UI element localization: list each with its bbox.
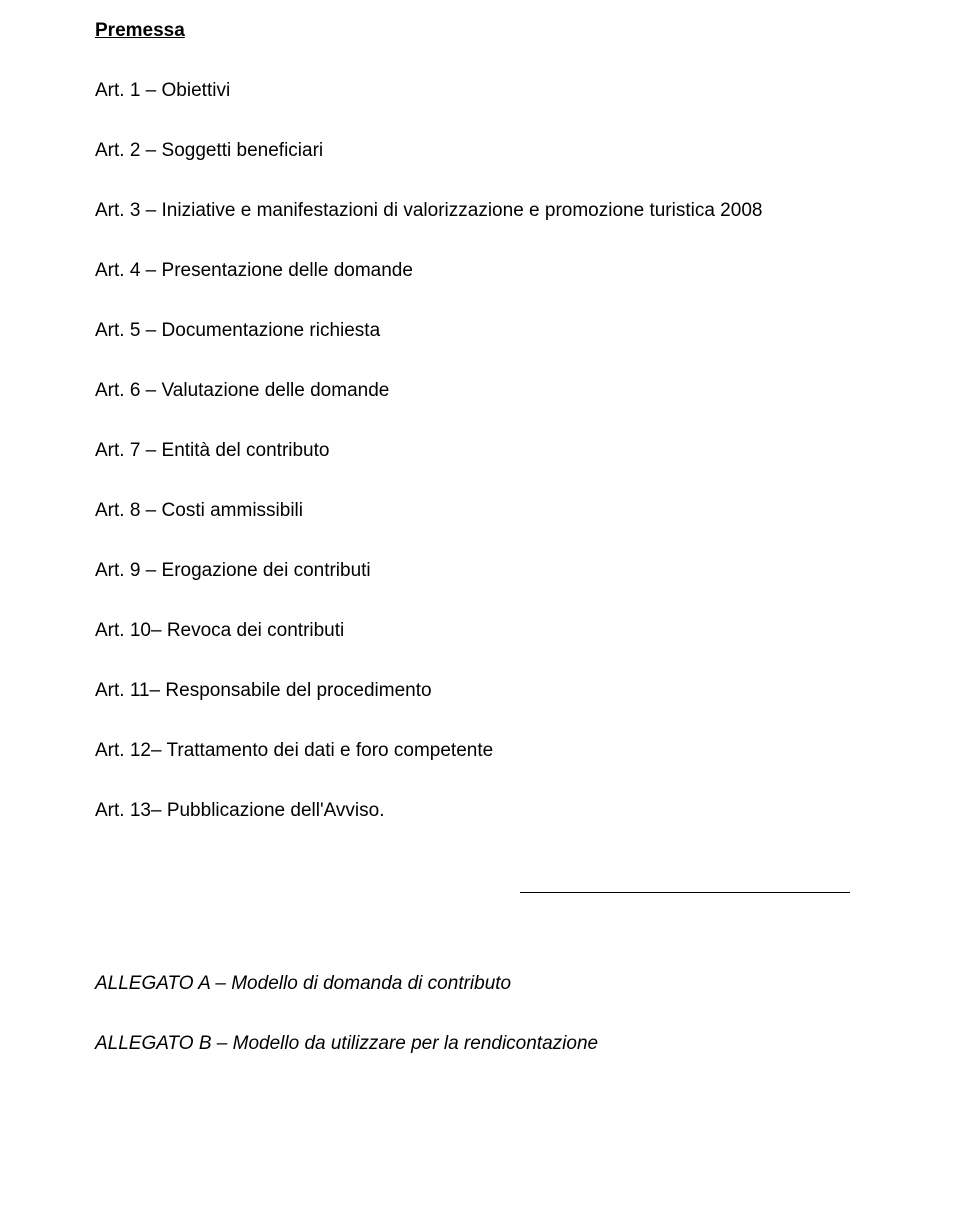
toc-entry: Art. 9 – Erogazione dei contributi <box>95 560 865 582</box>
annex-entry: ALLEGATO A – Modello di domanda di contr… <box>95 973 865 995</box>
toc-entry: Art. 2 – Soggetti beneficiari <box>95 140 865 162</box>
toc-entry: Art. 11– Responsabile del procedimento <box>95 680 865 702</box>
document-page: Premessa Art. 1 – Obiettivi Art. 2 – Sog… <box>0 0 960 1221</box>
toc-entry: Art. 4 – Presentazione delle domande <box>95 260 865 282</box>
signature-line <box>520 892 850 893</box>
toc-entry: Art. 13– Pubblicazione dell'Avviso. <box>95 800 865 822</box>
toc-entry: Art. 3 – Iniziative e manifestazioni di … <box>95 200 865 222</box>
page-title: Premessa <box>95 20 865 42</box>
toc-entry: Art. 5 – Documentazione richiesta <box>95 320 865 342</box>
toc-entry: Art. 12– Trattamento dei dati e foro com… <box>95 740 865 762</box>
toc-entry: Art. 8 – Costi ammissibili <box>95 500 865 522</box>
toc-entry: Art. 7 – Entità del contributo <box>95 440 865 462</box>
toc-entry: Art. 10– Revoca dei contributi <box>95 620 865 642</box>
toc-entry: Art. 6 – Valutazione delle domande <box>95 380 865 402</box>
annex-entry: ALLEGATO B – Modello da utilizzare per l… <box>95 1033 865 1055</box>
signature-line-container <box>95 892 865 893</box>
toc-entry: Art. 1 – Obiettivi <box>95 80 865 102</box>
